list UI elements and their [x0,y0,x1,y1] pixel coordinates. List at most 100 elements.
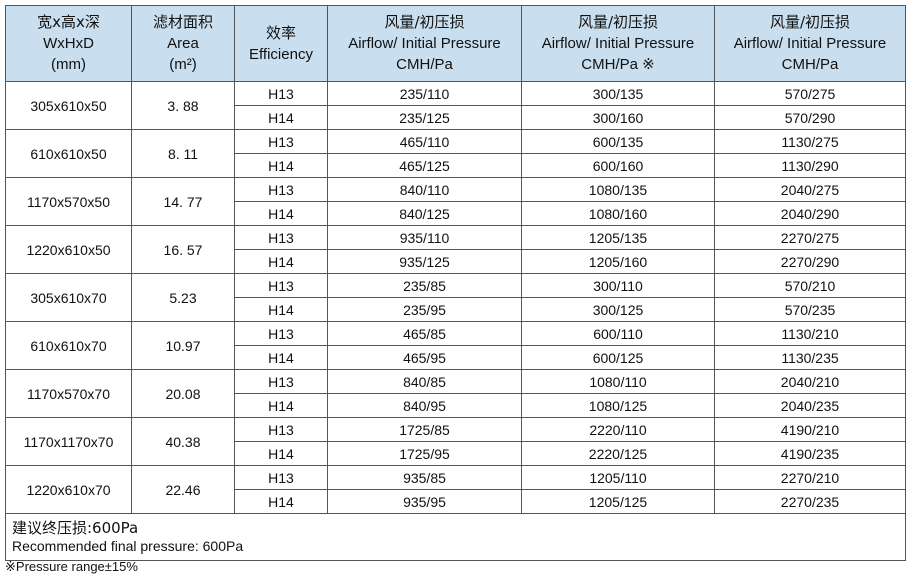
header-airflow-2: 风量/初压损 Airflow/ Initial Pressure CMH/Pa … [521,5,715,82]
header-size: 宽x高x深 WxHxD (mm) [5,5,132,82]
table-header: 宽x高x深 WxHxD (mm) 滤材面积 Area (m²) 效率 Effic… [5,5,906,82]
header-airflow-2-en: Airflow/ Initial Pressure [541,35,695,52]
efficiency-cell: H14 [234,153,328,178]
airflow-3-cell: 2270/235 [714,489,906,514]
efficiency-cell: H13 [234,129,328,154]
efficiency-cell: H14 [234,489,328,514]
header-airflow-1-en: Airflow/ Initial Pressure [348,35,501,52]
efficiency-cell: H13 [234,177,328,202]
table-row: 1170x570x50 14. 77 H13 840/110 1080/135 2040/… [5,177,906,226]
table-row: 610x610x50 8. 11 H13 465/110 600/135 1130/275 [5,129,906,178]
airflow-2-cell: 600/135 [521,129,715,154]
airflow-3-cell: 4190/210 [714,417,906,442]
table-row: H14 1725/95 2220/125 4190/235 [6,441,906,466]
area-cell: 10.97 [131,321,235,370]
footer-row: 建议终压损:600Pa Recommended final pressure: … [5,513,906,561]
area-cell: 20.08 [131,369,235,418]
airflow-3-cell: 2040/235 [714,393,906,418]
size-cell: 1220x610x70 [5,465,132,514]
airflow-1-cell: 840/85 [327,369,522,394]
efficiency-cell: H14 [234,201,328,226]
header-area-unit: (m²) [169,56,197,73]
airflow-3-cell: 2270/210 [714,465,906,490]
airflow-2-cell: 1080/135 [521,177,715,202]
header-airflow-1: 风量/初压损 Airflow/ Initial Pressure CMH/Pa [327,5,522,82]
airflow-2-cell: 600/110 [521,321,715,346]
header-size-en: WxHxD [43,35,94,52]
airflow-3-cell: 2040/275 [714,177,906,202]
airflow-2-cell: 600/160 [521,153,715,178]
table-row: 1220x610x50 16. 57 H13 935/110 1205/135 2270/… [5,225,906,274]
size-cell: 1170x570x70 [5,369,132,418]
airflow-1-cell: 235/125 [327,105,522,130]
table-row: 610x610x70 10.97 H13 465/85 600/110 1130/210 [5,321,906,370]
table-row: 305x610x50 3. 88 H13 235/110 300/135 570/275 [5,81,906,130]
efficiency-cell: H13 [234,81,328,106]
airflow-3-cell: 2270/290 [714,249,906,274]
table-row: H14 935/125 1205/160 2270/290 [6,249,906,274]
airflow-3-cell: 2040/290 [714,201,906,226]
size-cell: 610x610x70 [5,321,132,370]
airflow-3-cell: 1130/235 [714,345,906,370]
header-airflow-2-cn: 风量/初压损 [577,13,659,31]
airflow-2-cell: 1205/160 [521,249,715,274]
table-row: 305x610x70 5.23 H13 235/85 300/110 570/210 [5,273,906,322]
airflow-2-cell: 2220/110 [521,417,715,442]
table-row: 1170x570x70 20.08 H13 840/85 1080/110 2040/21… [5,369,906,418]
airflow-3-cell: 2040/210 [714,369,906,394]
efficiency-cell: H13 [234,273,328,298]
efficiency-cell: H14 [234,297,328,322]
table-row: H14 465/95 600/125 1130/235 [6,345,906,370]
airflow-3-cell: 570/210 [714,273,906,298]
airflow-1-cell: 465/95 [327,345,522,370]
size-cell: 1220x610x50 [5,225,132,274]
airflow-3-cell: 2270/275 [714,225,906,250]
airflow-2-cell: 2220/125 [521,441,715,466]
airflow-2-cell: 1080/160 [521,201,715,226]
efficiency-cell: H13 [234,417,328,442]
airflow-3-cell: 4190/235 [714,441,906,466]
airflow-2-cell: 1205/125 [521,489,715,514]
header-area: 滤材面积 Area (m²) [131,5,235,82]
airflow-2-cell: 300/160 [521,105,715,130]
airflow-2-cell: 600/125 [521,345,715,370]
airflow-3-cell: 1130/275 [714,129,906,154]
footer-en: Recommended final pressure: 600Pa [12,538,244,554]
footer-cn: 建议终压损:600Pa [12,519,139,537]
airflow-1-cell: 465/110 [327,129,522,154]
efficiency-cell: H13 [234,465,328,490]
efficiency-cell: H13 [234,321,328,346]
area-cell: 14. 77 [131,177,235,226]
airflow-3-cell: 570/290 [714,105,906,130]
area-cell: 22.46 [131,465,235,514]
size-cell: 610x610x50 [5,129,132,178]
table-row: 1170x1170x70 40.38 H13 1725/85 2220/110 4190/… [5,417,906,466]
efficiency-cell: H14 [234,441,328,466]
header-efficiency-en: Efficiency [249,45,313,63]
area-cell: 40.38 [131,417,235,466]
airflow-1-cell: 840/110 [327,177,522,202]
header-efficiency: 效率 Efficiency [234,5,328,82]
size-cell: 1170x1170x70 [5,417,132,466]
table-row: 1220x610x70 22.46 H13 935/85 1205/110 2270/21… [5,465,906,514]
airflow-3-cell: 1130/210 [714,321,906,346]
table-body: 305x610x50 3. 88 H13 235/110 300/135 570/275 H… [5,81,906,514]
airflow-3-cell: 570/275 [714,81,906,106]
airflow-1-cell: 935/110 [327,225,522,250]
airflow-2-cell: 300/135 [521,81,715,106]
area-cell: 5.23 [131,273,235,322]
header-size-cn: 宽x高x深 [37,13,100,31]
table-row: H14 840/95 1080/125 2040/235 [6,393,906,418]
header-airflow-3-en: Airflow/ Initial Pressure [733,35,887,52]
airflow-2-cell: 1205/110 [521,465,715,490]
header-area-cn: 滤材面积 [152,13,213,31]
header-airflow-1-unit: CMH/Pa [396,56,453,73]
header-airflow-3-cn: 风量/初压损 [769,13,851,31]
airflow-1-cell: 465/125 [327,153,522,178]
airflow-2-cell: 1205/135 [521,225,715,250]
efficiency-cell: H14 [234,393,328,418]
table-row: H14 840/125 1080/160 2040/290 [6,201,906,226]
airflow-1-cell: 235/110 [327,81,522,106]
size-cell: 305x610x50 [5,81,132,130]
airflow-1-cell: 235/85 [327,273,522,298]
